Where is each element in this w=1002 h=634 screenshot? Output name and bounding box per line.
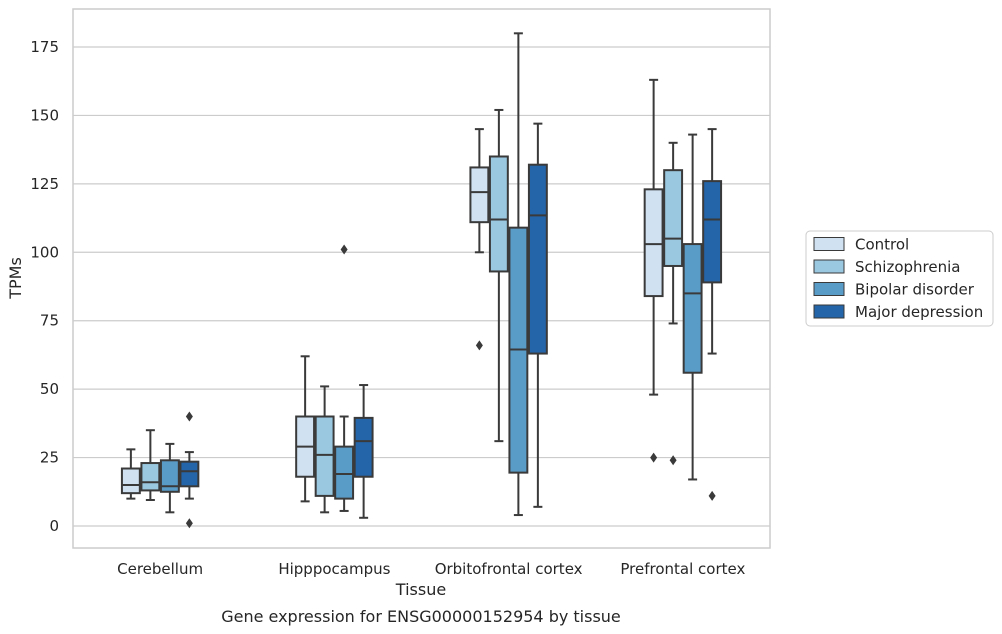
box-iqr <box>643 188 664 298</box>
legend: Control Schizophrenia Bipolar disorder Majo… <box>805 230 994 327</box>
outlier-point <box>185 411 193 422</box>
plot-area <box>120 32 723 529</box>
box-major-depression <box>179 411 200 529</box>
y-axis-label: TPMs <box>6 257 25 300</box>
box-iqr <box>159 459 180 493</box>
y-tick-label: 25 <box>40 449 59 467</box>
box-schizophrenia <box>314 385 335 514</box>
x-tick-label: Hipppocampus <box>278 560 390 578</box>
legend-swatch <box>813 282 845 296</box>
outlier-point <box>185 518 193 529</box>
y-tick-label: 0 <box>49 517 59 535</box>
x-tick-label: Prefrontal cortex <box>620 560 745 578</box>
y-tick-label: 50 <box>40 380 59 398</box>
chart-caption: Gene expression for ENSG00000152954 by t… <box>221 607 621 626</box>
outlier-point <box>650 452 658 463</box>
box-major-depression <box>353 384 374 519</box>
box-iqr <box>140 462 161 492</box>
box-iqr <box>314 415 335 497</box>
box-schizophrenia <box>140 429 161 501</box>
grid <box>73 46 770 527</box>
legend-label: Schizophrenia <box>855 258 960 276</box>
box-iqr <box>334 445 355 500</box>
legend-label: Control <box>855 236 909 254</box>
legend-swatch <box>813 259 845 274</box>
box-iqr <box>682 243 703 374</box>
box-iqr <box>527 163 548 355</box>
box-control <box>120 448 141 500</box>
box-major-depression <box>702 128 723 501</box>
box-iqr <box>353 416 374 478</box>
box-iqr <box>179 460 200 488</box>
plot-frame <box>72 8 771 549</box>
box-bipolar-disorder <box>682 133 703 481</box>
box-schizophrenia <box>488 108 509 443</box>
box-iqr <box>702 180 723 284</box>
y-tick-label: 125 <box>30 175 59 193</box>
y-axis-ticks: 0 25 50 75 100 125 150 175 <box>30 38 59 535</box>
box-control <box>469 128 490 351</box>
box-control <box>643 78 664 463</box>
box-iqr <box>663 169 684 267</box>
y-tick-label: 100 <box>30 243 59 261</box>
y-tick-label: 175 <box>30 38 59 56</box>
x-tick-label: Orbitofrontal cortex <box>435 560 583 578</box>
y-tick-label: 75 <box>40 312 59 330</box>
x-tick-label: Cerebellum <box>117 560 203 578</box>
outlier-point <box>669 455 677 466</box>
legend-swatch <box>813 237 845 251</box>
legend-label: Bipolar disorder <box>855 281 975 299</box>
outlier-point <box>708 490 716 501</box>
y-tick-label: 150 <box>30 106 59 124</box>
box-schizophrenia <box>663 141 684 466</box>
box-iqr <box>469 166 490 224</box>
box-bipolar-disorder <box>334 244 355 512</box>
box-iqr <box>120 467 141 495</box>
outlier-point <box>475 340 483 351</box>
box-bipolar-disorder <box>508 32 529 517</box>
legend-frame <box>805 230 994 327</box>
box-iqr <box>488 155 509 273</box>
outlier-point <box>340 244 348 255</box>
box-major-depression <box>527 122 548 508</box>
x-axis-ticks: Cerebellum Hipppocampus Orbitofrontal cort… <box>117 560 745 578</box>
legend-label: Major depression <box>855 303 983 321</box>
box-control <box>295 355 316 503</box>
box-bipolar-disorder <box>159 442 180 514</box>
legend-swatch <box>813 304 845 319</box>
x-axis-label: Tissue <box>395 580 446 599</box>
